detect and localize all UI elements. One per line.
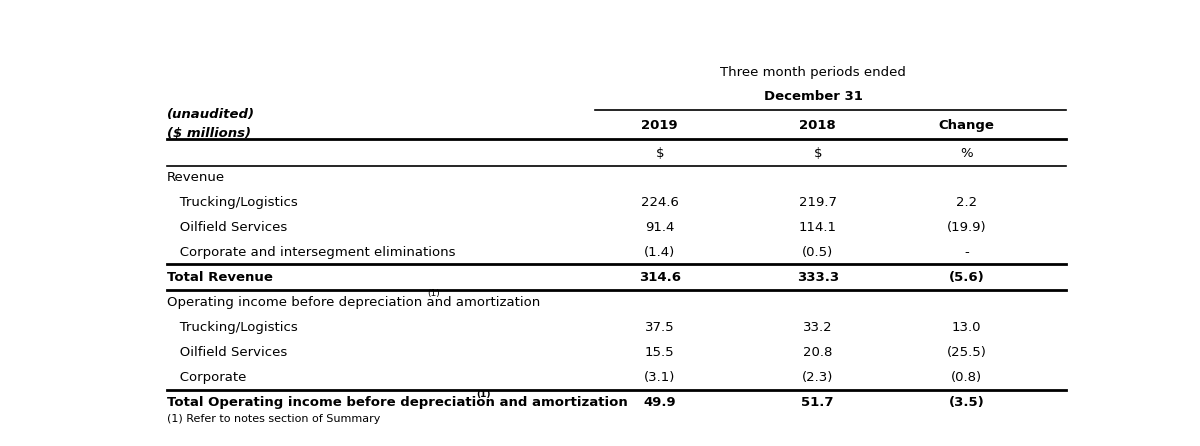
Text: Oilfield Services: Oilfield Services bbox=[167, 221, 287, 234]
Text: 51.7: 51.7 bbox=[802, 396, 834, 409]
Text: 15.5: 15.5 bbox=[644, 346, 674, 359]
Text: Operating income before depreciation and amortization: Operating income before depreciation and… bbox=[167, 296, 540, 309]
Text: 20.8: 20.8 bbox=[803, 346, 833, 359]
Text: (1): (1) bbox=[427, 289, 439, 298]
Text: (1) Refer to notes section of Summary: (1) Refer to notes section of Summary bbox=[167, 414, 380, 424]
Text: ($ millions): ($ millions) bbox=[167, 127, 251, 140]
Text: Three month periods ended: Three month periods ended bbox=[720, 66, 906, 79]
Text: 2.2: 2.2 bbox=[956, 196, 977, 209]
Text: 13.0: 13.0 bbox=[952, 321, 982, 334]
Text: Revenue: Revenue bbox=[167, 171, 224, 184]
Text: 333.3: 333.3 bbox=[797, 271, 839, 284]
Text: 224.6: 224.6 bbox=[641, 196, 678, 209]
Text: Corporate and intersegment eliminations: Corporate and intersegment eliminations bbox=[167, 246, 455, 259]
Text: 114.1: 114.1 bbox=[799, 221, 836, 234]
Text: Trucking/Logistics: Trucking/Logistics bbox=[167, 321, 298, 334]
Text: (0.8): (0.8) bbox=[950, 371, 982, 384]
Text: (5.6): (5.6) bbox=[949, 271, 984, 284]
Text: Total Operating income before depreciation and amortization: Total Operating income before depreciati… bbox=[167, 396, 628, 409]
Text: 37.5: 37.5 bbox=[644, 321, 674, 334]
Text: Total Revenue: Total Revenue bbox=[167, 271, 272, 284]
Text: 33.2: 33.2 bbox=[803, 321, 833, 334]
Text: December 31: December 31 bbox=[763, 90, 863, 103]
Text: Trucking/Logistics: Trucking/Logistics bbox=[167, 196, 298, 209]
Text: -: - bbox=[964, 246, 968, 259]
Text: (unaudited): (unaudited) bbox=[167, 108, 254, 121]
Text: (19.9): (19.9) bbox=[947, 221, 986, 234]
Text: Change: Change bbox=[938, 119, 995, 132]
Text: (0.5): (0.5) bbox=[802, 246, 833, 259]
Text: (25.5): (25.5) bbox=[947, 346, 986, 359]
Text: 91.4: 91.4 bbox=[644, 221, 674, 234]
Text: (2.3): (2.3) bbox=[802, 371, 834, 384]
Text: 2019: 2019 bbox=[641, 119, 678, 132]
Text: Corporate: Corporate bbox=[167, 371, 246, 384]
Text: $: $ bbox=[814, 147, 822, 160]
Text: %: % bbox=[960, 147, 973, 160]
Text: 49.9: 49.9 bbox=[643, 396, 676, 409]
Text: (3.1): (3.1) bbox=[644, 371, 676, 384]
Text: $: $ bbox=[655, 147, 664, 160]
Text: 219.7: 219.7 bbox=[799, 196, 836, 209]
Text: (1): (1) bbox=[476, 390, 491, 399]
Text: Oilfield Services: Oilfield Services bbox=[167, 346, 287, 359]
Text: (1.4): (1.4) bbox=[644, 246, 676, 259]
Text: 2018: 2018 bbox=[799, 119, 836, 132]
Text: 314.6: 314.6 bbox=[638, 271, 680, 284]
Text: (3.5): (3.5) bbox=[949, 396, 984, 409]
